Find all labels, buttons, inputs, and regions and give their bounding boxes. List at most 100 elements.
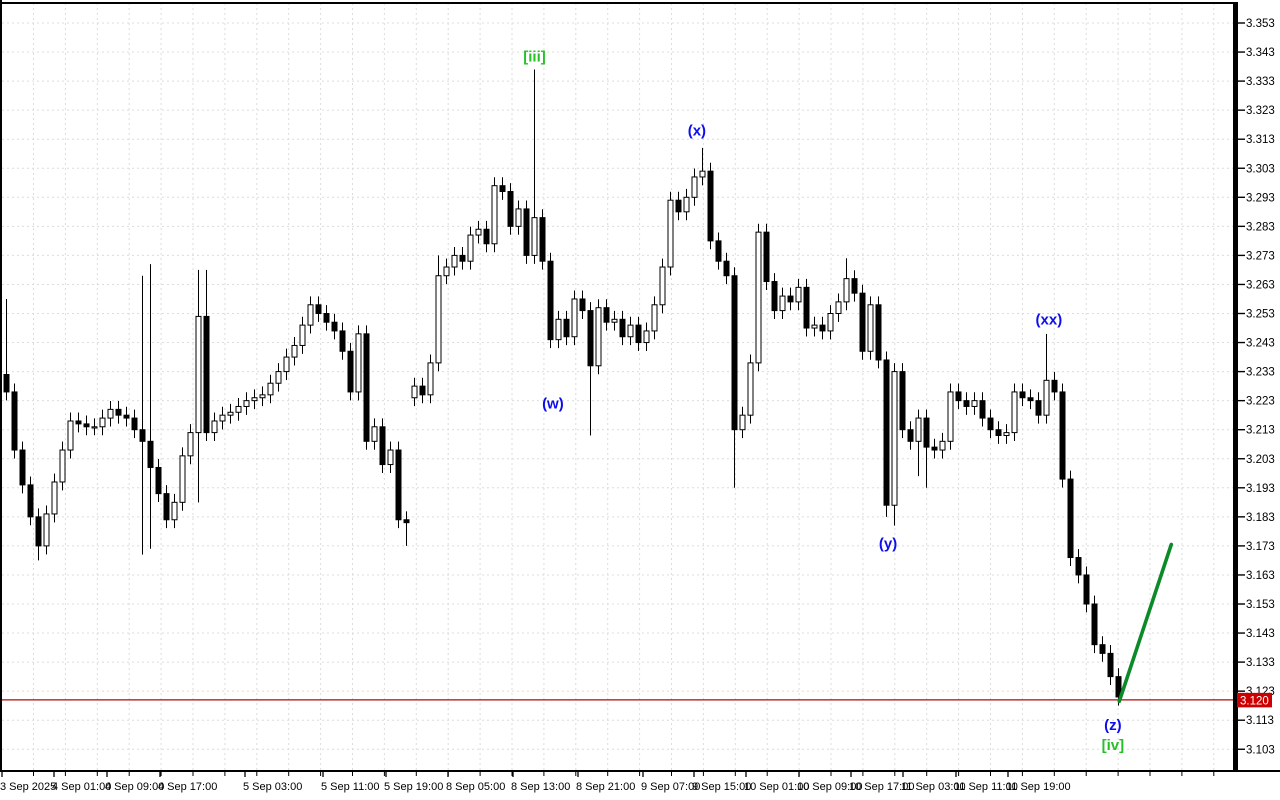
candle-bull <box>971 400 978 407</box>
candle-bull <box>811 324 818 329</box>
candle-bear <box>155 466 162 495</box>
candle-bear <box>203 315 210 434</box>
candle-bear <box>507 190 514 227</box>
wave-label-z[interactable]: (z) <box>1104 717 1122 734</box>
time-tick-label: 5 Sep 03:00 <box>243 781 302 793</box>
wave-label-xx[interactable]: (xx) <box>1036 311 1063 328</box>
candle-bear <box>723 260 730 277</box>
candle-bear <box>315 304 322 315</box>
candle-bull <box>779 295 786 312</box>
candle-bear <box>987 417 994 431</box>
candle-bear <box>931 446 938 451</box>
time-tick-label: 4 Sep 09:00 <box>105 781 164 793</box>
wave-label-iv[interactable]: [iv] <box>1102 737 1125 754</box>
candle-bear <box>123 414 130 419</box>
candle-bear <box>1099 644 1106 654</box>
candle-bull <box>443 266 450 277</box>
candle-bear <box>363 333 370 442</box>
candle-bull <box>475 228 482 236</box>
candle-bull <box>843 278 850 303</box>
candle-bull <box>107 408 114 419</box>
wave-label-iii[interactable]: [iii] <box>523 48 546 65</box>
price-axis-labels[interactable]: 3.353 3.343 3.333 3.323 3.313 3.303 3.293 3.283… <box>1238 18 1275 756</box>
candle-bull <box>411 385 418 399</box>
price-tick-label: 3.283 <box>1246 221 1275 233</box>
candle-bear <box>819 324 826 332</box>
candle-bull <box>571 298 578 338</box>
time-tick-label: 10 Sep 01:00 <box>744 781 809 793</box>
axes <box>0 0 1280 772</box>
candle-bear <box>547 260 554 341</box>
candle-bear <box>83 423 90 428</box>
candle-bull <box>691 176 698 198</box>
wave-label-x[interactable]: (x) <box>688 122 706 139</box>
candle-bull <box>387 449 394 466</box>
time-tick-label: 11 Sep 19:00 <box>1006 781 1071 793</box>
candle-bull <box>219 414 226 422</box>
candle-bull <box>451 254 458 268</box>
time-tick-label: 9 Sep 15:00 <box>692 781 751 793</box>
candle-bear <box>563 318 570 338</box>
candle-bear <box>1035 400 1042 416</box>
candle-bull <box>99 417 106 428</box>
candle-bull <box>467 234 474 262</box>
candle-bull <box>827 313 834 332</box>
candle-bear <box>763 231 770 283</box>
candle-bull <box>755 231 762 364</box>
price-tick-label: 3.133 <box>1246 657 1275 669</box>
candle-bear <box>499 185 506 192</box>
candle-bull <box>515 208 522 227</box>
price-tick-label: 3.293 <box>1246 192 1275 204</box>
candle-bear <box>483 228 490 245</box>
price-axis-bar[interactable] <box>1233 2 1238 771</box>
candle-bull <box>667 199 674 268</box>
candle-bull <box>867 304 874 352</box>
candle-bull <box>491 185 498 245</box>
candle-bear <box>1067 478 1074 559</box>
candle-bull <box>427 362 434 396</box>
price-tick-label: 3.143 <box>1246 628 1275 640</box>
candle-bear <box>715 240 722 262</box>
candle-bull <box>283 356 290 373</box>
wave-label-y[interactable]: (y) <box>879 536 897 553</box>
candle-bull <box>835 301 842 315</box>
price-tick-label: 3.173 <box>1246 541 1275 553</box>
candle-bear <box>907 429 914 442</box>
candle-bull <box>1043 379 1050 416</box>
wave-label-w[interactable]: (w) <box>542 396 564 413</box>
candle-bull <box>699 170 706 178</box>
candle-bear <box>395 449 402 521</box>
candle-bear <box>675 199 682 213</box>
candle-bull <box>243 400 250 407</box>
candle-bull <box>891 371 898 506</box>
candle-bear <box>979 400 986 419</box>
candle-bear <box>635 324 642 344</box>
candle-bull <box>275 371 282 384</box>
time-tick-label: 4 Sep 01:00 <box>52 781 111 793</box>
candle-bear <box>587 310 594 367</box>
candle-bear <box>1051 379 1058 393</box>
time-tick-label: 8 Sep 05:00 <box>446 781 505 793</box>
candle-bear <box>131 417 138 431</box>
price-tick-label: 3.303 <box>1246 163 1275 175</box>
candles-layer <box>3 69 1122 706</box>
candle-bull <box>43 513 50 547</box>
candle-bull <box>371 426 378 442</box>
price-tick-label: 3.253 <box>1246 309 1275 321</box>
candle-bear <box>1019 391 1026 399</box>
candle-bull <box>795 286 802 303</box>
price-tick-label: 3.263 <box>1246 279 1275 291</box>
candle-bear <box>403 519 410 524</box>
candle-bear <box>459 254 466 262</box>
candle-bull <box>643 330 650 344</box>
candle-bear <box>603 307 610 323</box>
candle-bear <box>115 408 122 416</box>
price-tick-label: 3.183 <box>1246 512 1275 524</box>
candle-bear <box>19 449 26 486</box>
trendline[interactable] <box>1117 542 1174 704</box>
time-tick-label: 5 Sep 19:00 <box>384 781 443 793</box>
price-tick-label: 3.113 <box>1246 715 1274 727</box>
